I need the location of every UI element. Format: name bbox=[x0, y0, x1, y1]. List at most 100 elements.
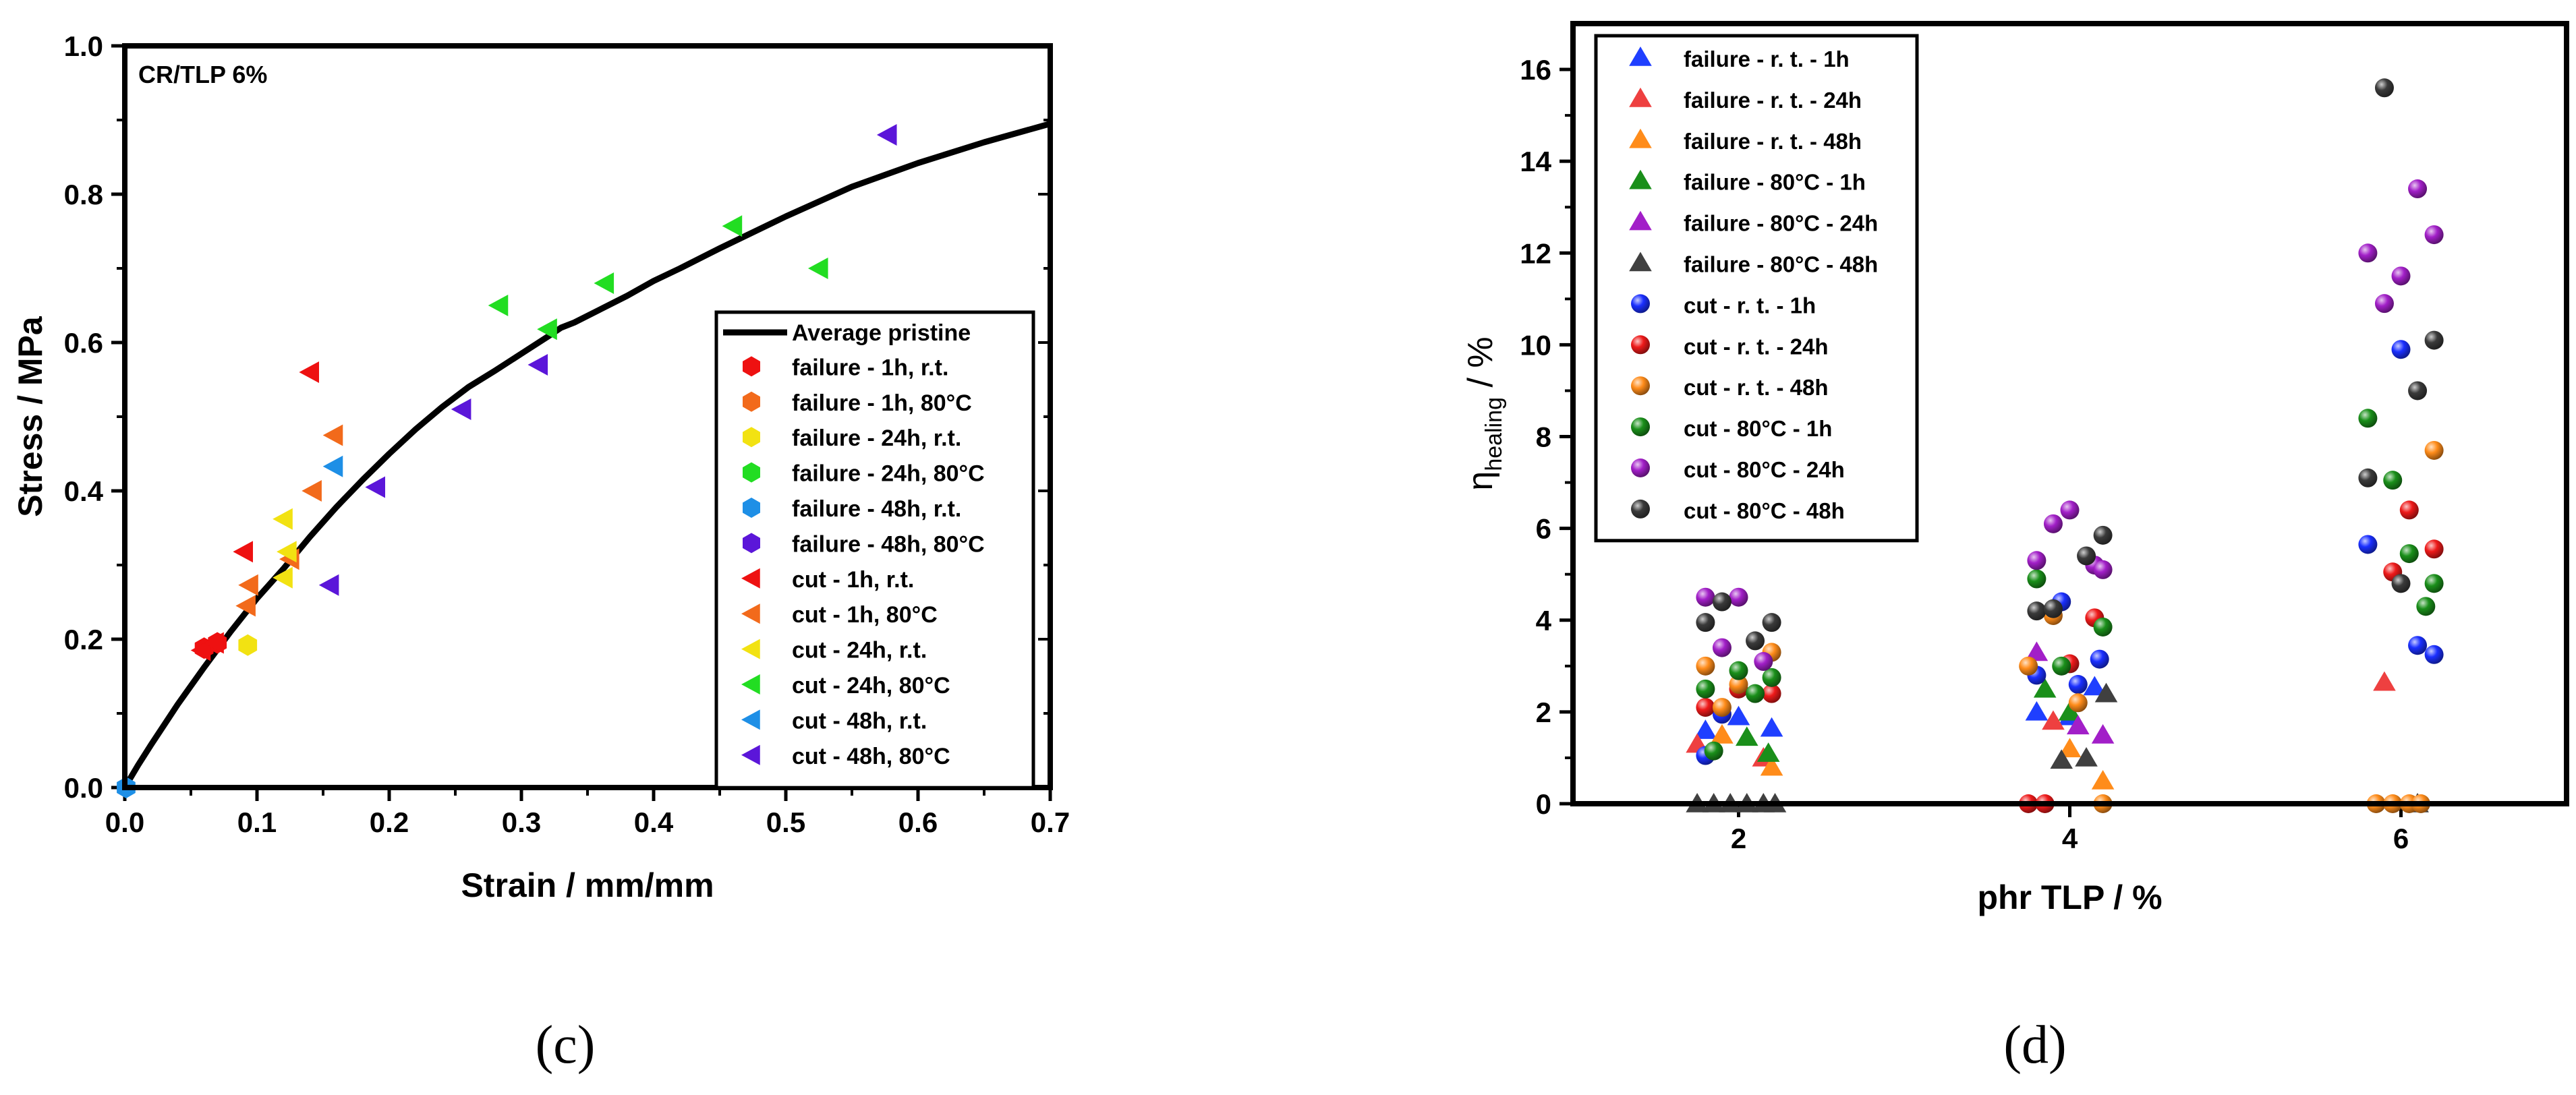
legend-marker-cut-24h-r-t bbox=[741, 639, 760, 659]
marker-cut-80c-48h bbox=[2043, 599, 2063, 618]
legend-label: cut - 1h, r.t. bbox=[792, 567, 914, 593]
marker-cut-24h-80c bbox=[722, 215, 743, 237]
legend-label: cut - 1h, 80°C bbox=[792, 602, 938, 628]
marker-cut-1h-80c bbox=[235, 595, 256, 617]
marker-cut-80c-24h bbox=[2358, 243, 2378, 263]
marker-failure-r-t-48h bbox=[1711, 723, 1734, 744]
y-tick-label: 1.0 bbox=[64, 30, 103, 62]
marker-cut-80c-48h bbox=[2358, 468, 2378, 487]
x-tick-label: 2 bbox=[1731, 823, 1746, 854]
marker-failure-r-t-24h bbox=[2042, 710, 2065, 730]
marker-cut-80c-24h bbox=[2060, 500, 2080, 520]
marker-cut-80c-48h bbox=[1762, 613, 1781, 632]
y-tick-label: 14 bbox=[1520, 146, 1551, 177]
x-tick-label: 0.1 bbox=[237, 806, 277, 838]
marker-failure-80c-48h bbox=[2094, 682, 2118, 703]
marker-cut-r-t-1h bbox=[2090, 649, 2109, 669]
marker-cut-80c-24h bbox=[1754, 652, 1773, 672]
legend-marker-failure-48h-80c bbox=[743, 533, 760, 554]
legend-marker-failure-24h-r-t bbox=[743, 427, 760, 448]
x-tick-label: 6 bbox=[2393, 823, 2409, 854]
marker-failure-r-t-48h bbox=[2058, 738, 2082, 758]
marker-cut-80c-1h bbox=[2424, 574, 2444, 593]
marker-cut-80c-24h bbox=[1712, 638, 1731, 657]
marker-cut-80c-48h bbox=[1746, 631, 1765, 651]
marker-cut-80c-1h bbox=[1746, 684, 1765, 703]
marker-cut-80c-24h bbox=[2093, 560, 2113, 579]
legend-label: failure - 24h, r.t. bbox=[792, 425, 961, 451]
legend-marker-failure-r-t-24h bbox=[1629, 87, 1652, 107]
marker-failure-80c-1h bbox=[1756, 742, 1780, 762]
marker-failure-80c-24h bbox=[2066, 715, 2090, 735]
legend-marker-cut-r-t-24h bbox=[1631, 335, 1650, 355]
marker-cut-1h-r-t bbox=[299, 361, 319, 383]
marker-failure-80c-1h bbox=[2058, 701, 2082, 721]
y-axis-label-symbol: η bbox=[1461, 471, 1500, 491]
marker-cut-80c-24h bbox=[2374, 294, 2394, 314]
marker-cut-48h-r-t bbox=[322, 455, 343, 477]
legend-label: failure - 80°C - 48h bbox=[1684, 252, 1878, 277]
plot-frame bbox=[1570, 21, 2569, 806]
legend-label: failure - 1h, r.t. bbox=[792, 355, 948, 380]
marker-cut-80c-24h bbox=[2391, 266, 2411, 286]
marker-cut-r-t-24h bbox=[2399, 500, 2419, 520]
legend-marker-failure-80c-1h bbox=[1629, 169, 1652, 189]
legend-label: cut - r. t. - 48h bbox=[1684, 375, 1829, 400]
annotation-text: CR/TLP 6% bbox=[138, 61, 267, 88]
marker-cut-24h-80c bbox=[808, 258, 828, 279]
legend-label: cut - r. t. - 1h bbox=[1684, 293, 1816, 318]
legend-marker-cut-80c-48h bbox=[1631, 499, 1650, 519]
marker-cut-80c-1h bbox=[1729, 661, 1748, 680]
marker-cut-80c-24h bbox=[1696, 587, 1715, 607]
marker-failure-r-t-48h bbox=[1760, 756, 1783, 776]
legend-marker-cut-24h-80c bbox=[741, 674, 760, 694]
marker-cut-80c-48h bbox=[2408, 381, 2428, 401]
x-tick-label: 0.3 bbox=[502, 806, 541, 838]
marker-cut-24h-r-t bbox=[277, 541, 297, 563]
marker-cut-r-t-24h bbox=[1762, 684, 1781, 703]
marker-failure-r-t-24h bbox=[2373, 671, 2396, 691]
y-tick-label: 0.4 bbox=[64, 475, 104, 507]
marker-cut-r-t-1h bbox=[2358, 535, 2378, 554]
marker-failure-r-t-1h bbox=[2083, 676, 2107, 696]
marker-cut-48h-80c bbox=[318, 574, 339, 596]
marker-cut-80c-24h bbox=[2408, 179, 2428, 199]
y-tick-label: 0.0 bbox=[64, 772, 103, 804]
marker-cut-1h-80c bbox=[302, 480, 322, 502]
y-axis-label: Stress / MPa bbox=[11, 316, 49, 517]
marker-failure-80c-1h bbox=[2033, 678, 2057, 698]
marker-cut-80c-1h bbox=[1762, 668, 1781, 687]
legend-label: failure - 80°C - 1h bbox=[1684, 170, 1866, 195]
marker-failure-r-t-48h bbox=[2091, 769, 2115, 790]
marker-cut-80c-1h bbox=[2358, 409, 2378, 428]
legend-label: Average pristine bbox=[792, 320, 971, 346]
marker-failure-r-t-1h bbox=[1760, 717, 1783, 737]
marker-cut-24h-80c bbox=[537, 318, 557, 341]
marker-cut-80c-1h bbox=[2383, 471, 2403, 490]
x-tick-label: 4 bbox=[2062, 823, 2078, 854]
marker-cut-r-t-48h bbox=[1729, 675, 1748, 694]
marker-cut-80c-48h bbox=[2093, 525, 2113, 545]
marker-cut-80c-48h bbox=[1696, 613, 1715, 632]
marker-cut-1h-80c bbox=[322, 424, 343, 446]
marker-cut-80c-48h bbox=[2424, 330, 2444, 350]
marker-cut-48h-80c bbox=[451, 398, 471, 420]
marker-cut-80c-48h bbox=[2077, 546, 2096, 566]
marker-cut-80c-48h bbox=[2391, 574, 2411, 593]
panel-label: (c) bbox=[536, 1015, 596, 1075]
y-tick-label: 0.8 bbox=[64, 179, 103, 210]
y-tick-label: 10 bbox=[1520, 329, 1551, 361]
marker-failure-80c-24h bbox=[2091, 723, 2115, 744]
marker-cut-48h-80c bbox=[365, 476, 385, 498]
marker-failure-24h-r-t bbox=[238, 634, 258, 656]
x-axis-label: Strain / mm/mm bbox=[461, 866, 714, 904]
legend-marker-cut-80c-24h bbox=[1631, 458, 1650, 477]
y-tick-label: 8 bbox=[1536, 421, 1551, 453]
marker-failure-80c-24h bbox=[2025, 641, 2049, 661]
marker-cut-r-t-48h bbox=[2424, 440, 2444, 460]
legend-box bbox=[714, 310, 1035, 790]
panel-c: 0.0 0.1 0.2 0.3 0.4 0.5 0.6 0.7 0.0 0.2 0.4 0.6 0.8 1… bbox=[11, 30, 1070, 1075]
marker-cut-r-t-24h bbox=[2424, 539, 2444, 559]
legend-label: failure - r. t. - 48h bbox=[1684, 129, 1862, 154]
marker-failure-r-t-1h bbox=[2025, 701, 2049, 721]
